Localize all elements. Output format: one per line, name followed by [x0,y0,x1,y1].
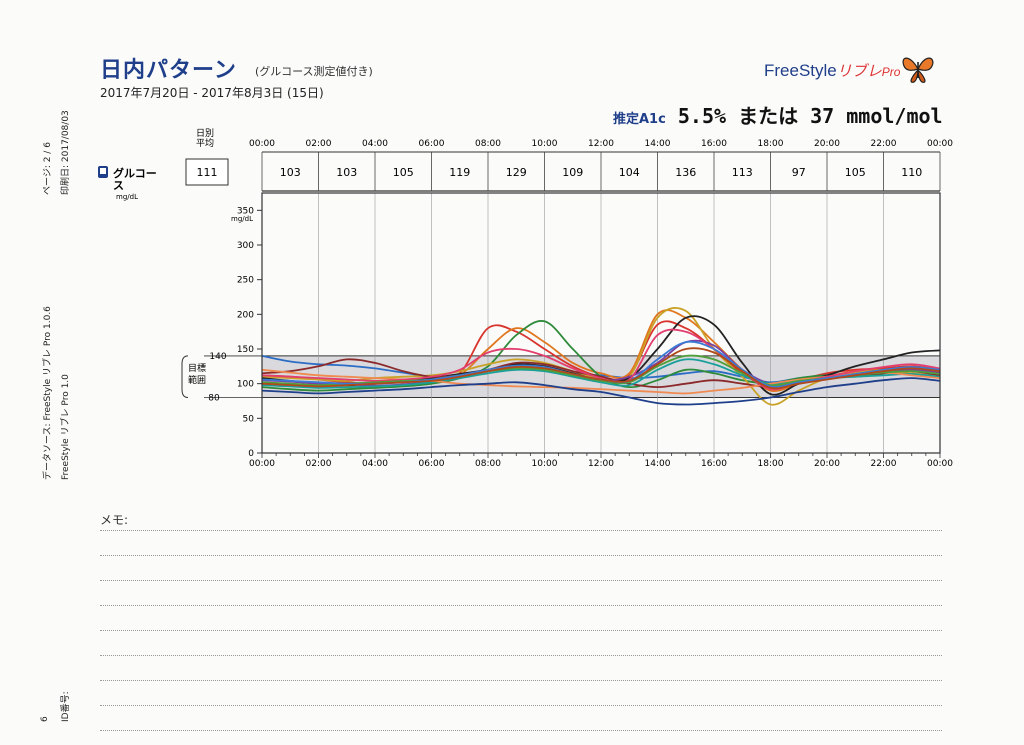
date-range: 2017年7月20日 - 2017年8月3日 (15日) [100,86,324,100]
memo-line [100,630,942,631]
period-average-label: 119 [449,166,470,179]
butterfly-icon [902,57,934,83]
period-average-label: 103 [336,166,357,179]
top-x-tick-label: 16:00 [701,139,727,149]
target-low-label: 80 [208,394,220,404]
top-x-tick-label: 10:00 [532,139,558,149]
id-label: ID番号: [61,691,71,722]
x-tick-label: 06:00 [419,459,445,469]
y-tick-label: 250 [237,276,254,286]
memo-line [100,605,942,606]
y-tick-label: 0 [248,449,254,459]
page-title: 日内パターン [100,58,237,83]
x-tick-label: 08:00 [475,459,501,469]
x-tick-label: 02:00 [306,459,332,469]
x-tick-label: 12:00 [588,459,614,469]
daily-avg-value: 111 [197,166,218,179]
top-x-tick-label: 20:00 [814,139,840,149]
daily-avg-label-2: 平均 [196,137,214,149]
memo-line [100,680,942,681]
period-average-label: 97 [792,166,806,179]
y-tick-label: 350 [237,206,254,216]
y-tick-label: 200 [237,310,254,320]
period-average-label: 110 [901,166,922,179]
x-tick-label: 20:00 [814,459,840,469]
top-x-tick-label: 08:00 [475,139,501,149]
memo-label: メモ: [100,513,129,527]
id-number: 6 [40,716,50,722]
glucose-series-line-11 [261,377,941,406]
a1c-label: 推定A1c [613,112,666,127]
period-average-label: 105 [393,166,414,179]
y-axis-unit: mg/dL [231,215,253,223]
top-x-tick-label: 06:00 [419,139,445,149]
top-x-tick-label: 00:00 [249,139,275,149]
period-average-label: 105 [845,166,866,179]
memo-line [100,705,942,706]
brand-logo: FreeStyleリブレPro [764,60,900,81]
y-tick-label: 300 [237,241,254,251]
memo-line [100,730,942,731]
x-tick-label: 14:00 [645,459,671,469]
daily-avg-box [185,158,229,186]
y-tick-label: 150 [237,345,254,355]
memo-line [100,555,942,556]
memo-line [100,655,942,656]
page-subtitle: (グルコース測定値付き) [255,65,373,78]
plot-frame [261,192,941,454]
x-tick-label: 22:00 [871,459,897,469]
y-tick-label: 50 [243,414,255,424]
x-tick-label: 04:00 [362,459,388,469]
glucose-series-line-15 [261,347,941,390]
period-average-label: 104 [619,166,640,179]
x-tick-label: 18:00 [758,459,784,469]
glucose-label-2: ス [113,179,124,192]
target-range-label-2: 範囲 [188,374,206,386]
period-average-label: 113 [732,166,753,179]
top-x-tick-label: 22:00 [871,139,897,149]
daily-avg-label-1: 日別 [196,128,214,139]
sensor-icon-screen [100,168,106,174]
brand-pro: Pro [881,65,901,79]
glucose-unit: mg/dL [116,193,138,201]
memo-line [100,530,942,531]
a1c-estimate: 推定A1c 5.5% または 37 mmol/mol [613,100,943,129]
top-x-tick-label: 12:00 [588,139,614,149]
top-x-tick-label: 18:00 [758,139,784,149]
x-tick-label: 00:00 [249,459,275,469]
period-average-label: 136 [675,166,696,179]
top-x-tick-label: 00:00 [927,139,953,149]
daily-pattern-chart: 日別 平均 グルコー ス mg/dL 111 00:00 02:00 04:00 06… [98,128,953,469]
period-average-label: 129 [506,166,527,179]
top-x-tick-label: 04:00 [362,139,388,149]
x-tick-label: 00:00 [927,459,953,469]
period-average-label: 109 [562,166,583,179]
x-tick-label: 16:00 [701,459,727,469]
target-range-label-1: 目標 [188,362,206,374]
top-x-tick-label: 14:00 [645,139,671,149]
glucose-series-line-12 [261,328,941,391]
brand-ja: リブレ [836,63,882,80]
brand-name: FreeStyle [764,61,837,80]
target-high-label: 140 [209,352,226,362]
a1c-value: 5.5% または 37 mmol/mol [677,104,943,128]
period-average-label: 103 [280,166,301,179]
target-bracket [181,355,189,399]
glucose-label-1: グルコー [113,166,157,180]
x-tick-label: 10:00 [532,459,558,469]
top-x-tick-label: 02:00 [306,139,332,149]
memo-line [100,580,942,581]
y-tick-label: 100 [237,380,254,390]
